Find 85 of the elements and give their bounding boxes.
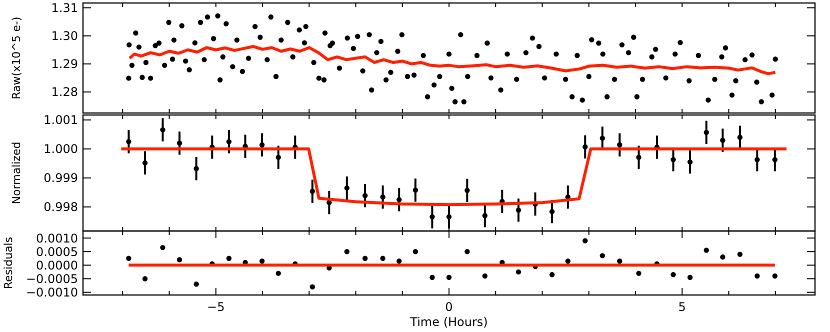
point — [636, 154, 642, 160]
point — [412, 249, 418, 254]
point — [176, 140, 182, 146]
point — [737, 252, 743, 257]
point — [126, 139, 132, 144]
point — [396, 258, 402, 264]
point — [446, 274, 452, 280]
point — [720, 138, 726, 143]
point — [259, 142, 265, 148]
y-axis-title: Residuals — [2, 236, 15, 290]
point — [549, 208, 555, 214]
point — [126, 256, 132, 261]
point — [446, 214, 452, 220]
point — [565, 258, 570, 264]
y-tick-label: 0.0005 — [36, 244, 78, 259]
point — [772, 273, 778, 279]
point — [430, 274, 435, 280]
point — [670, 157, 676, 162]
point — [670, 272, 676, 278]
point — [310, 284, 315, 290]
y-tick-label: 1.28 — [51, 85, 78, 100]
point — [226, 139, 232, 144]
point — [276, 270, 281, 276]
y-tick-label: −0.0010 — [26, 285, 78, 300]
point — [176, 257, 182, 262]
y-axis-title: Raw(x10^5 e-) — [10, 16, 23, 100]
point — [412, 188, 418, 193]
point — [160, 127, 166, 132]
point — [582, 238, 588, 244]
y-tick-label: 0.999 — [44, 171, 78, 186]
point — [600, 253, 605, 258]
point — [482, 213, 488, 218]
point — [516, 208, 522, 213]
point — [362, 256, 368, 261]
point — [380, 256, 386, 261]
point — [720, 254, 726, 260]
point — [310, 188, 315, 194]
line-series — [120, 147, 788, 206]
point — [549, 272, 555, 278]
x-tick-label: 5 — [678, 300, 686, 314]
point — [636, 270, 642, 276]
point — [160, 244, 166, 250]
point — [617, 142, 622, 148]
point — [276, 154, 281, 160]
y-tick-label: −0.0005 — [26, 272, 78, 286]
point — [142, 276, 148, 282]
point — [194, 166, 199, 172]
point — [704, 248, 709, 253]
point — [344, 249, 350, 254]
point — [582, 144, 588, 150]
point — [754, 273, 760, 279]
point — [600, 136, 605, 141]
point — [226, 256, 232, 261]
y-tick-label: 1.29 — [51, 57, 78, 72]
x-tick-label: −5 — [207, 300, 225, 314]
y-tick-label: 1.001 — [44, 113, 78, 128]
point — [516, 269, 522, 275]
y-tick-label: 0.998 — [44, 200, 78, 214]
line-series — [128, 44, 777, 76]
point — [482, 273, 488, 279]
y-tick-label: 0.0010 — [36, 231, 78, 246]
point — [194, 282, 199, 287]
point — [754, 157, 760, 162]
y-axis-title: Normalized — [10, 142, 23, 204]
point — [704, 130, 709, 135]
point — [396, 197, 402, 202]
point — [617, 258, 622, 264]
point — [259, 258, 265, 264]
y-tick-label: 1.31 — [51, 0, 78, 15]
point — [344, 185, 350, 191]
x-tick-label: 0 — [445, 300, 453, 314]
y-tick-label: 0.0000 — [36, 258, 78, 272]
point — [687, 159, 693, 165]
point — [464, 188, 470, 193]
point — [737, 134, 743, 140]
point — [464, 249, 470, 254]
point — [687, 274, 693, 280]
y-tick-label: 1.000 — [44, 142, 78, 156]
point — [772, 157, 778, 162]
point — [430, 214, 435, 220]
point — [380, 194, 386, 200]
x-axis-title: Time (Hours) — [409, 315, 488, 329]
point — [362, 193, 368, 198]
y-tick-label: 1.30 — [51, 29, 78, 44]
point — [142, 160, 148, 166]
